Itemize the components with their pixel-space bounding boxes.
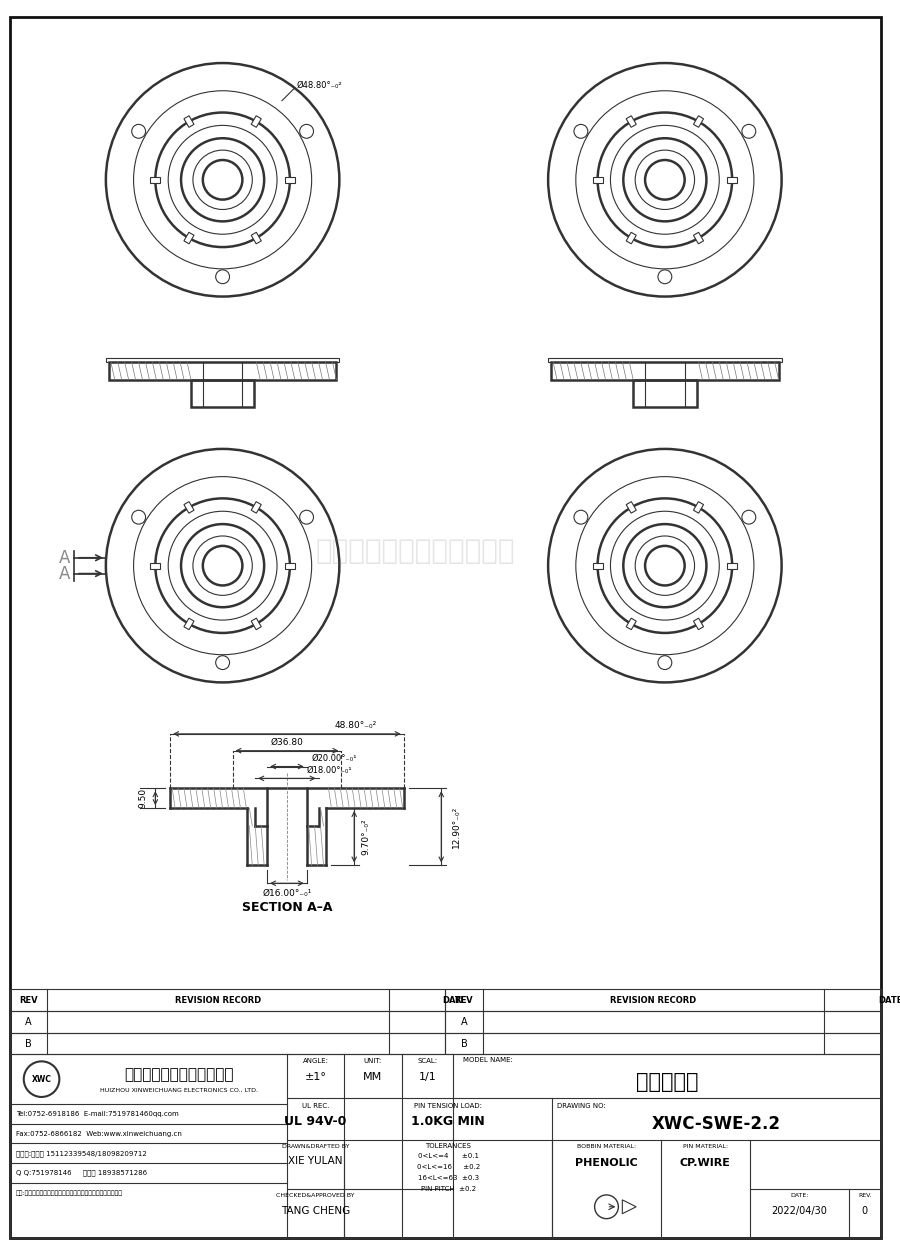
Bar — [446, 1033, 880, 1054]
Polygon shape — [727, 177, 737, 183]
Polygon shape — [150, 562, 160, 569]
Text: Fax:0752-6866182  Web:www.xinweichuang.cn: Fax:0752-6866182 Web:www.xinweichuang.cn — [16, 1131, 182, 1137]
Bar — [10, 989, 445, 1010]
Text: TANG CHENG: TANG CHENG — [281, 1206, 350, 1216]
Text: 地址:广东省惠州市博罗县石湾镇里波水第一工业区一号厂房一楼: 地址:广东省惠州市博罗县石湾镇里波水第一工业区一号厂房一楼 — [16, 1190, 123, 1196]
Polygon shape — [150, 177, 160, 183]
Text: A: A — [58, 548, 70, 567]
Text: A: A — [461, 1017, 467, 1027]
Polygon shape — [184, 115, 194, 127]
Text: 16<L<=63  ±0.3: 16<L<=63 ±0.3 — [418, 1175, 479, 1181]
Text: 1.0KG MIN: 1.0KG MIN — [411, 1116, 485, 1128]
Text: B: B — [461, 1039, 467, 1048]
Text: PHENOLIC: PHENOLIC — [575, 1158, 638, 1168]
Text: 12.90°₋₀²: 12.90°₋₀² — [452, 806, 461, 848]
Text: 1/1: 1/1 — [418, 1072, 436, 1082]
Text: PIN TENSION LOAD:: PIN TENSION LOAD: — [414, 1103, 482, 1109]
Text: MODEL NAME:: MODEL NAME: — [463, 1058, 513, 1063]
Text: 48.80°₋₀²: 48.80°₋₀² — [334, 722, 376, 730]
Polygon shape — [251, 619, 261, 630]
Text: XWC-SWE-2.2: XWC-SWE-2.2 — [652, 1114, 781, 1133]
Text: REVISION RECORD: REVISION RECORD — [175, 995, 261, 1004]
Polygon shape — [285, 562, 295, 569]
Text: Ø20.00°₋₀¹: Ø20.00°₋₀¹ — [311, 754, 357, 763]
Text: 2022/04/30: 2022/04/30 — [771, 1206, 827, 1216]
Text: REV.: REV. — [858, 1194, 871, 1199]
Text: DATE: DATE — [443, 995, 467, 1004]
Text: HUIZHOU XINWEICHUANG ELECTRONICS CO., LTD.: HUIZHOU XINWEICHUANG ELECTRONICS CO., LT… — [100, 1088, 258, 1093]
Polygon shape — [694, 232, 704, 243]
Text: SECTION A–A: SECTION A–A — [242, 901, 332, 914]
Bar — [548, 358, 781, 361]
Bar — [191, 380, 255, 408]
Text: PIN MATERIAL:: PIN MATERIAL: — [683, 1145, 728, 1148]
Polygon shape — [184, 619, 194, 630]
Text: UNIT:: UNIT: — [364, 1058, 382, 1064]
Text: 联系人:谢玉兰 15112339548/18098209712: 联系人:谢玉兰 15112339548/18098209712 — [16, 1150, 147, 1157]
Text: 0<L<=4      ±0.1: 0<L<=4 ±0.1 — [418, 1153, 479, 1160]
Text: Ø36.80: Ø36.80 — [271, 738, 303, 747]
Polygon shape — [727, 562, 737, 569]
Bar — [634, 380, 697, 408]
Text: Ø16.00°₋₀¹: Ø16.00°₋₀¹ — [262, 889, 311, 897]
Bar — [446, 989, 880, 1010]
Text: DATE:: DATE: — [790, 1194, 808, 1199]
Text: ±1°: ±1° — [305, 1072, 327, 1082]
Text: 0<L<=16     ±0.2: 0<L<=16 ±0.2 — [417, 1165, 480, 1170]
Text: 惠州市新伟创电子有限公司: 惠州市新伟创电子有限公司 — [124, 1067, 234, 1082]
Text: 扫地机軸承: 扫地机軸承 — [635, 1072, 698, 1092]
Text: TOLERANCES: TOLERANCES — [426, 1143, 471, 1150]
Polygon shape — [626, 115, 636, 127]
Text: CHECKED&APPROVED BY: CHECKED&APPROVED BY — [276, 1194, 355, 1199]
Text: MM: MM — [364, 1072, 382, 1082]
Text: UL REC.: UL REC. — [302, 1103, 329, 1109]
Polygon shape — [251, 502, 261, 513]
Text: A: A — [58, 565, 70, 582]
Text: BOBBIN MATERIAL:: BOBBIN MATERIAL: — [577, 1145, 636, 1148]
Text: UL 94V-0: UL 94V-0 — [284, 1116, 346, 1128]
Text: REV: REV — [20, 995, 38, 1004]
Text: REVISION RECORD: REVISION RECORD — [610, 995, 697, 1004]
Text: 9.70°₋₀²: 9.70°₋₀² — [362, 818, 371, 855]
Polygon shape — [251, 232, 261, 243]
Polygon shape — [251, 115, 261, 127]
Bar — [10, 1033, 445, 1054]
Bar — [10, 1054, 880, 1239]
Text: ANGLE:: ANGLE: — [302, 1058, 328, 1064]
Polygon shape — [592, 177, 602, 183]
Text: DRAWN&DRAFTED BY: DRAWN&DRAFTED BY — [282, 1145, 349, 1148]
Polygon shape — [626, 232, 636, 243]
Polygon shape — [626, 619, 636, 630]
Polygon shape — [285, 177, 295, 183]
Polygon shape — [592, 562, 602, 569]
Text: XWC: XWC — [32, 1074, 51, 1083]
Text: Ø18.00°₋₀¹: Ø18.00°₋₀¹ — [307, 766, 352, 776]
Text: 0: 0 — [861, 1206, 868, 1216]
Text: A: A — [25, 1017, 32, 1027]
Text: REV: REV — [454, 995, 473, 1004]
Polygon shape — [184, 232, 194, 243]
Text: Ø48.80°₋₀²: Ø48.80°₋₀² — [297, 82, 342, 90]
Polygon shape — [626, 502, 636, 513]
Polygon shape — [694, 502, 704, 513]
Text: PIN PITCH  ±0.2: PIN PITCH ±0.2 — [420, 1186, 476, 1192]
Bar — [106, 358, 339, 361]
Text: DATE: DATE — [878, 995, 900, 1004]
Text: XIE YULAN: XIE YULAN — [288, 1156, 343, 1166]
Text: CP.WIRE: CP.WIRE — [680, 1158, 731, 1168]
Text: 惠州市新伟创电子有限公司: 惠州市新伟创电子有限公司 — [316, 537, 516, 565]
Text: SCAL:: SCAL: — [418, 1058, 437, 1064]
Polygon shape — [694, 115, 704, 127]
Bar — [551, 361, 778, 380]
Polygon shape — [184, 502, 194, 513]
Bar — [10, 1010, 445, 1033]
Text: B: B — [25, 1039, 32, 1048]
Text: 9.50: 9.50 — [138, 788, 147, 808]
Bar — [446, 1010, 880, 1033]
Polygon shape — [694, 619, 704, 630]
Text: Tel:0752-6918186  E-mail:7519781460qq.com: Tel:0752-6918186 E-mail:7519781460qq.com — [16, 1111, 178, 1117]
Text: DRAWING NO:: DRAWING NO: — [557, 1103, 606, 1109]
Text: Q Q:751978146     唐先生 18938571286: Q Q:751978146 唐先生 18938571286 — [16, 1170, 147, 1176]
Bar — [109, 361, 337, 380]
